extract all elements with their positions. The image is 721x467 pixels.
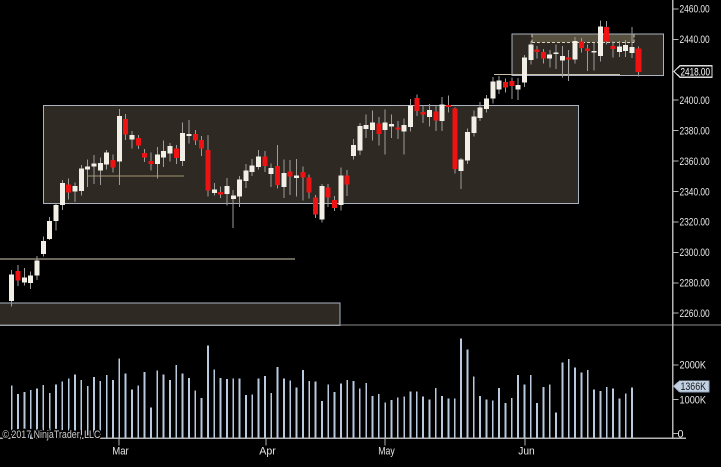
svg-text:0: 0: [678, 428, 684, 440]
svg-text:Jun: Jun: [518, 446, 535, 458]
svg-text:2380.00: 2380.00: [680, 125, 710, 137]
svg-text:2300.00: 2300.00: [680, 247, 710, 259]
svg-text:2360.00: 2360.00: [680, 156, 710, 168]
svg-text:2440.00: 2440.00: [680, 34, 710, 46]
svg-text:2418.00: 2418.00: [681, 66, 711, 78]
svg-text:2320.00: 2320.00: [680, 217, 710, 229]
svg-text:Apr: Apr: [259, 446, 276, 458]
svg-text:1000K: 1000K: [680, 394, 707, 406]
svg-text:2340.00: 2340.00: [680, 186, 710, 198]
svg-text:Mar: Mar: [112, 446, 129, 458]
svg-text:© 2017 NinjaTrader, LLC: © 2017 NinjaTrader, LLC: [2, 429, 100, 441]
svg-text:2400.00: 2400.00: [680, 95, 710, 107]
svg-text:1366K: 1366K: [681, 381, 707, 393]
svg-text:2460.00: 2460.00: [680, 4, 710, 16]
svg-text:May: May: [378, 446, 395, 458]
svg-text:2000K: 2000K: [680, 360, 707, 372]
svg-text:2260.00: 2260.00: [680, 308, 710, 320]
svg-text:2280.00: 2280.00: [680, 278, 710, 290]
